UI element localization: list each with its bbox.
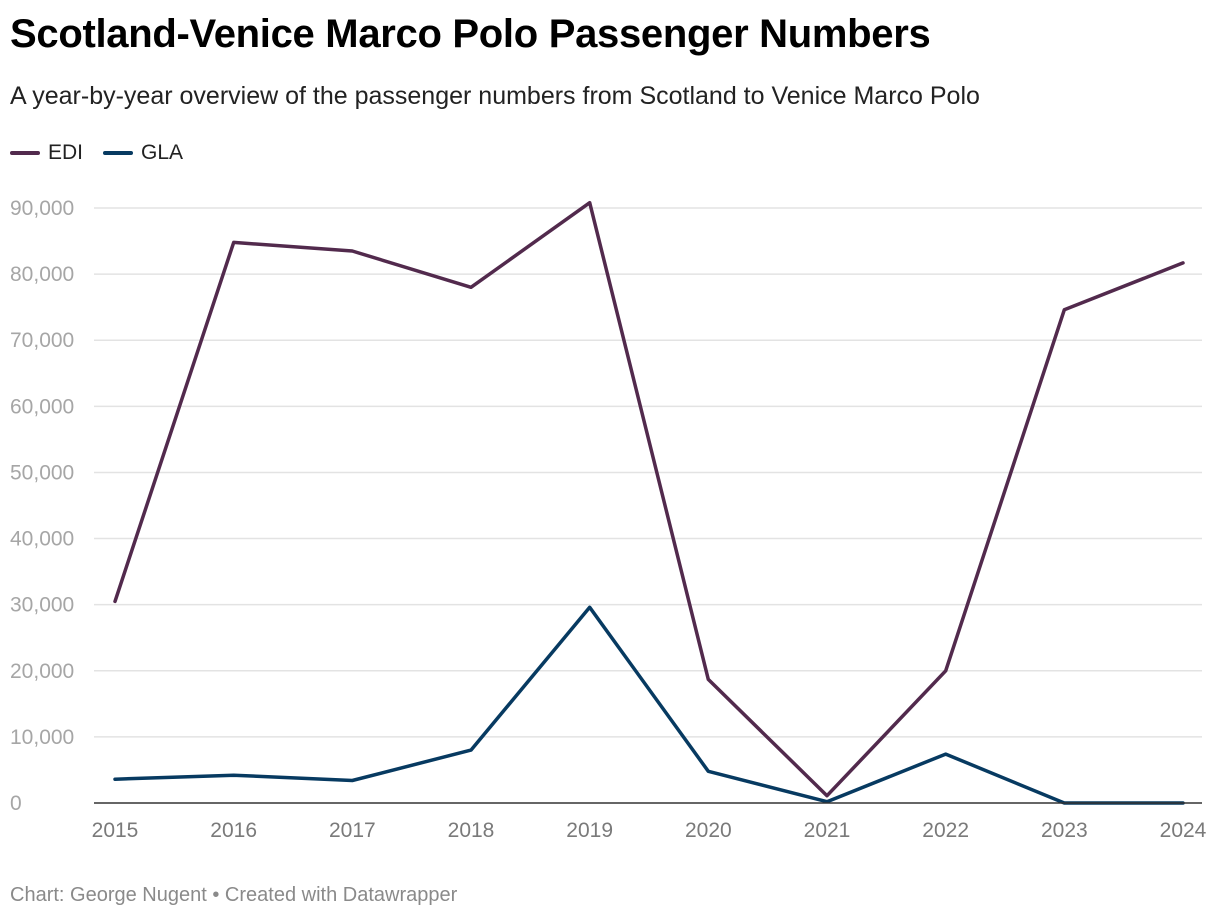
y-tick-label: 90,000: [10, 197, 74, 220]
footer-created-with: Created with Datawrapper: [224, 884, 458, 906]
x-tick-label: 2015: [92, 819, 139, 842]
footer-credit: Chart: George Nugent: [10, 884, 207, 906]
legend-swatch-gla: [103, 151, 134, 155]
series-line-edi: [113, 200, 1185, 798]
chart-subtitle: A year-by-year overview of the passenger…: [10, 82, 980, 110]
chart-footer: Chart: George Nugent • Created with Data…: [10, 884, 457, 907]
footer-separator: •: [212, 884, 220, 906]
y-tick-label: 40,000: [10, 528, 74, 551]
y-tick-label: 30,000: [10, 594, 74, 617]
x-tick-label: 2022: [922, 819, 969, 842]
legend: EDI GLA: [10, 141, 203, 165]
y-tick-label: 50,000: [10, 461, 74, 484]
y-tick-label: 10,000: [10, 726, 74, 749]
x-tick-label: 2017: [329, 819, 376, 842]
y-tick-label: 60,000: [10, 395, 74, 418]
legend-item-edi: EDI: [10, 141, 83, 165]
x-tick-label: 2020: [685, 819, 732, 842]
x-tick-label: 2021: [804, 819, 851, 842]
x-tick-label: 2018: [448, 819, 495, 842]
legend-label-edi: EDI: [48, 141, 84, 164]
y-tick-label: 20,000: [10, 660, 74, 683]
x-axis-ticks: 2015 2016 2017 2018 2019 2020 2021 2022 2023 2024: [92, 819, 1207, 842]
x-tick-label: 2019: [566, 819, 613, 842]
x-tick-label: 2023: [1041, 819, 1088, 842]
legend-swatch-edi: [10, 151, 40, 155]
x-tick-label: 2024: [1160, 819, 1207, 842]
legend-item-gla: GLA: [103, 141, 183, 165]
gridlines: [94, 207, 1202, 738]
line-chart: 0 10,000 20,000 30,000 40,000 50,000 60,000 70,…: [10, 197, 1207, 842]
y-axis-ticks: 0 10,000 20,000 30,000 40,000 50,000 60,000 70,…: [10, 197, 74, 815]
y-tick-label: 80,000: [10, 263, 74, 286]
series-line-gla: [113, 605, 1185, 805]
legend-label-gla: GLA: [141, 141, 184, 164]
y-tick-label: 70,000: [10, 329, 74, 352]
series-lines: [113, 200, 1185, 805]
y-tick-label: 0: [10, 792, 22, 815]
x-tick-label: 2016: [210, 819, 257, 842]
chart-title: Scotland-Venice Marco Polo Passenger Num…: [10, 12, 931, 56]
